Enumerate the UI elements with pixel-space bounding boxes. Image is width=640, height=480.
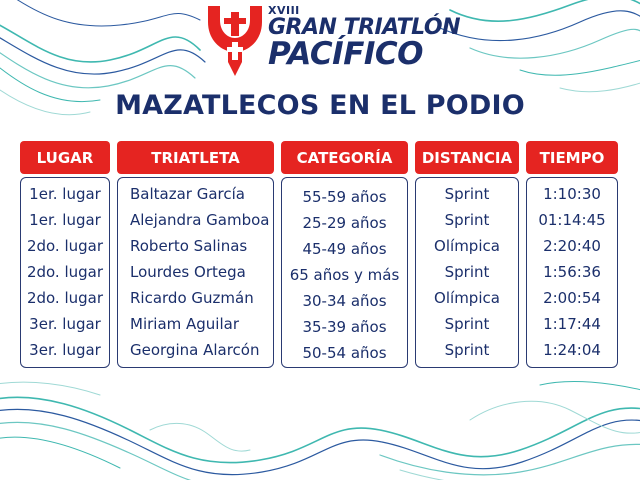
cell-lugar: 2do. lugar — [26, 237, 104, 255]
cell-categoria: 55-59 años — [302, 188, 387, 206]
cell-triatleta: Alejandra Gamboa — [130, 211, 270, 229]
column-tiempo: TIEMPO 1:10:30 01:14:45 2:20:40 1:56:36 … — [526, 141, 618, 368]
cell-lugar: 2do. lugar — [26, 289, 104, 307]
cell-distancia: Olímpica — [434, 237, 500, 255]
column-lugar: LUGAR 1er. lugar 1er. lugar 2do. lugar 2… — [20, 141, 110, 368]
logo-line1: GRAN TRIATLÓN — [268, 15, 461, 40]
column-categoria: CATEGORÍA 55-59 años 25-29 años 45-49 añ… — [281, 141, 408, 368]
column-distancia: DISTANCIA Sprint Sprint Olímpica Sprint … — [415, 141, 519, 368]
cell-tiempo: 2:20:40 — [543, 237, 601, 255]
triathlon-logo-mark-icon — [208, 6, 262, 76]
cell-distancia: Sprint — [444, 315, 490, 333]
cell-lugar: 1er. lugar — [29, 185, 101, 203]
cell-categoria: 65 años y más — [289, 266, 400, 284]
cell-lugar: 2do. lugar — [26, 263, 104, 281]
column-body: 55-59 años 25-29 años 45-49 años 65 años… — [281, 177, 408, 368]
cell-distancia: Sprint — [444, 185, 490, 203]
cell-distancia: Sprint — [444, 341, 490, 359]
cell-distancia: Sprint — [444, 263, 490, 281]
cell-categoria: 45-49 años — [302, 240, 387, 258]
column-body: Baltazar García Alejandra Gamboa Roberto… — [117, 177, 274, 368]
cell-tiempo: 1:10:30 — [543, 185, 601, 203]
logo-line2: PACÍFICO — [268, 36, 424, 72]
cell-lugar: 1er. lugar — [29, 211, 101, 229]
cell-lugar: 3er. lugar — [29, 341, 101, 359]
header-triatleta: TRIATLETA — [117, 141, 274, 174]
cell-lugar: 3er. lugar — [29, 315, 101, 333]
cell-categoria: 30-34 años — [302, 292, 387, 310]
cell-tiempo: 1:17:44 — [543, 315, 601, 333]
cell-tiempo: 2:00:54 — [543, 289, 601, 307]
cell-categoria: 35-39 años — [302, 318, 387, 336]
column-triatleta: TRIATLETA Baltazar García Alejandra Gamb… — [117, 141, 274, 368]
cell-categoria: 50-54 años — [302, 344, 387, 362]
cell-triatleta: Roberto Salinas — [130, 237, 248, 255]
header-lugar: LUGAR — [20, 141, 110, 174]
cell-triatleta: Baltazar García — [130, 185, 245, 203]
header-distancia: DISTANCIA — [415, 141, 519, 174]
cell-distancia: Olímpica — [434, 289, 500, 307]
logo-edition: XVIII — [268, 4, 300, 17]
cell-tiempo: 1:24:04 — [543, 341, 601, 359]
cell-tiempo: 1:56:36 — [543, 263, 601, 281]
cell-categoria: 25-29 años — [302, 214, 387, 232]
column-body: 1:10:30 01:14:45 2:20:40 1:56:36 2:00:54… — [526, 177, 618, 368]
cell-tiempo: 01:14:45 — [538, 211, 606, 229]
header-tiempo: TIEMPO — [526, 141, 618, 174]
cell-triatleta: Georgina Alarcón — [130, 341, 260, 359]
cell-triatleta: Ricardo Guzmán — [130, 289, 254, 307]
cell-distancia: Sprint — [444, 211, 490, 229]
column-body: 1er. lugar 1er. lugar 2do. lugar 2do. lu… — [20, 177, 110, 368]
page-title: MAZATLECOS EN EL PODIO — [115, 90, 525, 121]
cell-triatleta: Miriam Aguilar — [130, 315, 239, 333]
cell-triatleta: Lourdes Ortega — [130, 263, 246, 281]
header-categoria: CATEGORÍA — [281, 141, 408, 174]
event-logo: XVIII GRAN TRIATLÓN PACÍFICO — [206, 2, 461, 82]
column-body: Sprint Sprint Olímpica Sprint Olímpica S… — [415, 177, 519, 368]
